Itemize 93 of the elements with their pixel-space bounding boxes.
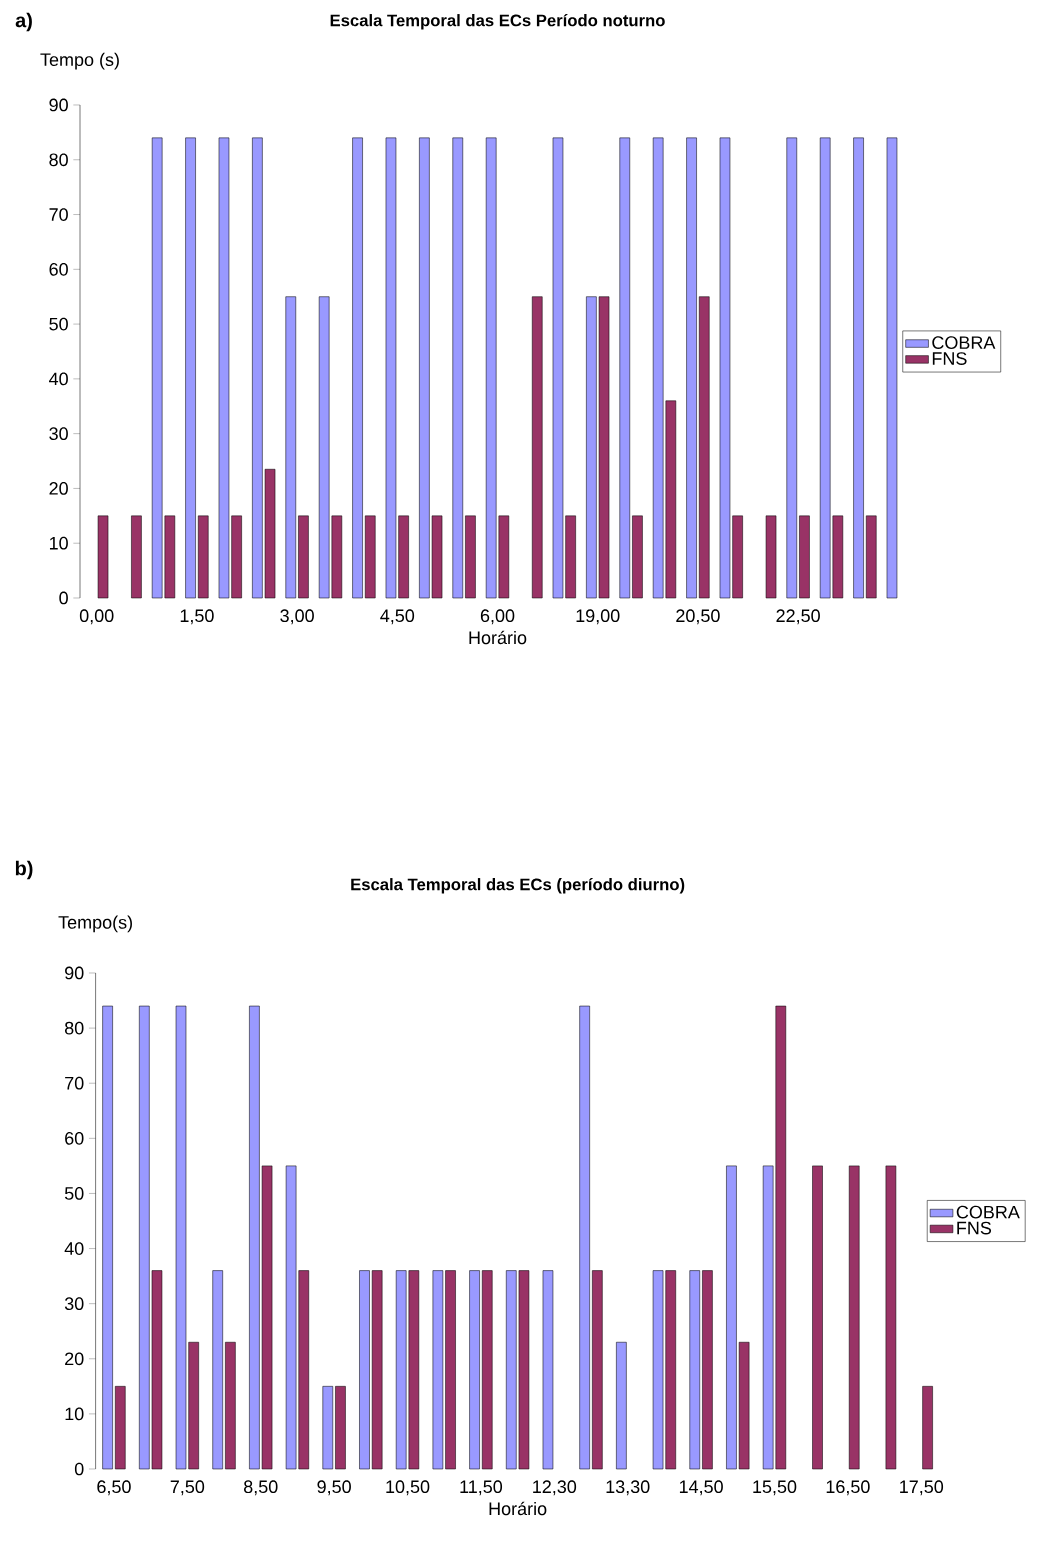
bar (131, 515, 142, 599)
bar (481, 1270, 493, 1470)
y-axis-title: Tempo(s) (58, 915, 132, 933)
text: b) (15, 860, 33, 880)
x-tick-label: 15,50 (753, 1480, 797, 1496)
y-tick-label: 0 (74, 1462, 84, 1476)
y-tick-label: 80 (49, 153, 68, 167)
bar (579, 1005, 590, 1470)
y-tick-label: 20 (49, 482, 68, 495)
y-tick-label: 0 (59, 591, 68, 605)
legend-label: FNS (932, 352, 967, 365)
y-tick-label: 60 (65, 1131, 84, 1145)
y-tick-label: 50 (49, 317, 68, 331)
x-tick-label: 17,50 (900, 1480, 944, 1496)
bar (335, 1386, 346, 1470)
y-tick-label: 10 (65, 1407, 84, 1421)
bar (632, 515, 643, 599)
y-tick-label: 80 (64, 1021, 84, 1035)
bar (285, 296, 297, 599)
x-tick-label: 19,00 (576, 609, 620, 625)
x-tick-label: 8,50 (243, 1480, 278, 1496)
y-tick-label: 50 (64, 1187, 84, 1200)
y-tick-label: 70 (65, 1076, 84, 1090)
bar (619, 137, 631, 599)
x-tick-label: 0,00 (79, 609, 114, 625)
bar (115, 1386, 126, 1470)
x-tick-label: 4,50 (380, 609, 415, 625)
y-tick-label: 30 (49, 427, 68, 441)
bar (298, 515, 309, 599)
x-axis-title: Horário (489, 1501, 547, 1516)
x-tick-label: 13,30 (606, 1480, 650, 1496)
x-axis-title: Horário (469, 630, 527, 645)
x-tick-label: 14,50 (679, 1480, 723, 1496)
bar (886, 137, 898, 599)
y-tick-label: 90 (65, 966, 84, 980)
legend-label: COBRA (932, 336, 996, 349)
bar (686, 137, 697, 599)
y-tick-label: 70 (49, 208, 68, 221)
bar (359, 1270, 370, 1470)
bar (212, 1270, 223, 1470)
y-tick-label: 40 (64, 1242, 84, 1255)
bar (799, 515, 810, 599)
bar (97, 515, 109, 599)
y-tick-label: 60 (49, 262, 68, 276)
bar (702, 1270, 713, 1470)
x-tick-label: 12,30 (533, 1480, 577, 1496)
bar (322, 1386, 334, 1470)
bar (197, 515, 209, 599)
bar (592, 1270, 603, 1470)
bar (616, 1341, 627, 1470)
bar (531, 296, 543, 599)
bar (848, 1165, 860, 1470)
y-tick-label: 10 (49, 536, 68, 550)
bar (364, 515, 376, 599)
x-tick-label: 6,50 (97, 1480, 131, 1496)
bar (698, 296, 710, 599)
bar (865, 515, 877, 599)
x-tick-label: 20,50 (676, 609, 720, 625)
x-tick-label: 22,50 (776, 609, 820, 625)
chart-title: Escala Temporal das ECs Período noturno (330, 13, 665, 30)
bar (765, 515, 777, 599)
bar (786, 137, 798, 599)
x-tick-label: 10,50 (386, 1480, 430, 1496)
bar (922, 1386, 933, 1470)
bar (371, 1270, 383, 1470)
bar (465, 515, 476, 599)
bar (185, 137, 196, 599)
legend-label: FNS (957, 1221, 992, 1235)
bar (452, 137, 464, 599)
y-axis-title: Tempo (s) (40, 52, 119, 70)
bar (352, 137, 363, 599)
y-tick-label: 20 (65, 1352, 84, 1366)
text: a) (15, 12, 32, 32)
y-tick-label: 40 (49, 372, 68, 386)
x-tick-label: 3,00 (280, 609, 314, 625)
chart-title: Escala Temporal das ECs (período diurno) (351, 877, 685, 894)
y-tick-label: 30 (64, 1297, 84, 1311)
y-tick-label: 90 (49, 98, 68, 112)
bar (225, 1341, 236, 1470)
bar (689, 1270, 701, 1470)
bar (542, 1270, 554, 1470)
x-tick-label: 11,50 (460, 1480, 503, 1496)
bar (885, 1165, 897, 1470)
bar (469, 1270, 480, 1470)
x-tick-label: 6,00 (480, 609, 515, 625)
legend-label: COBRA (956, 1205, 1020, 1219)
bar (102, 1005, 113, 1470)
x-tick-label: 1,50 (180, 609, 214, 625)
x-tick-label: 16,50 (826, 1480, 870, 1496)
x-tick-label: 7,50 (170, 1480, 205, 1496)
bar (853, 137, 864, 599)
bar (812, 1165, 823, 1470)
x-tick-label: 9,50 (317, 1480, 351, 1496)
